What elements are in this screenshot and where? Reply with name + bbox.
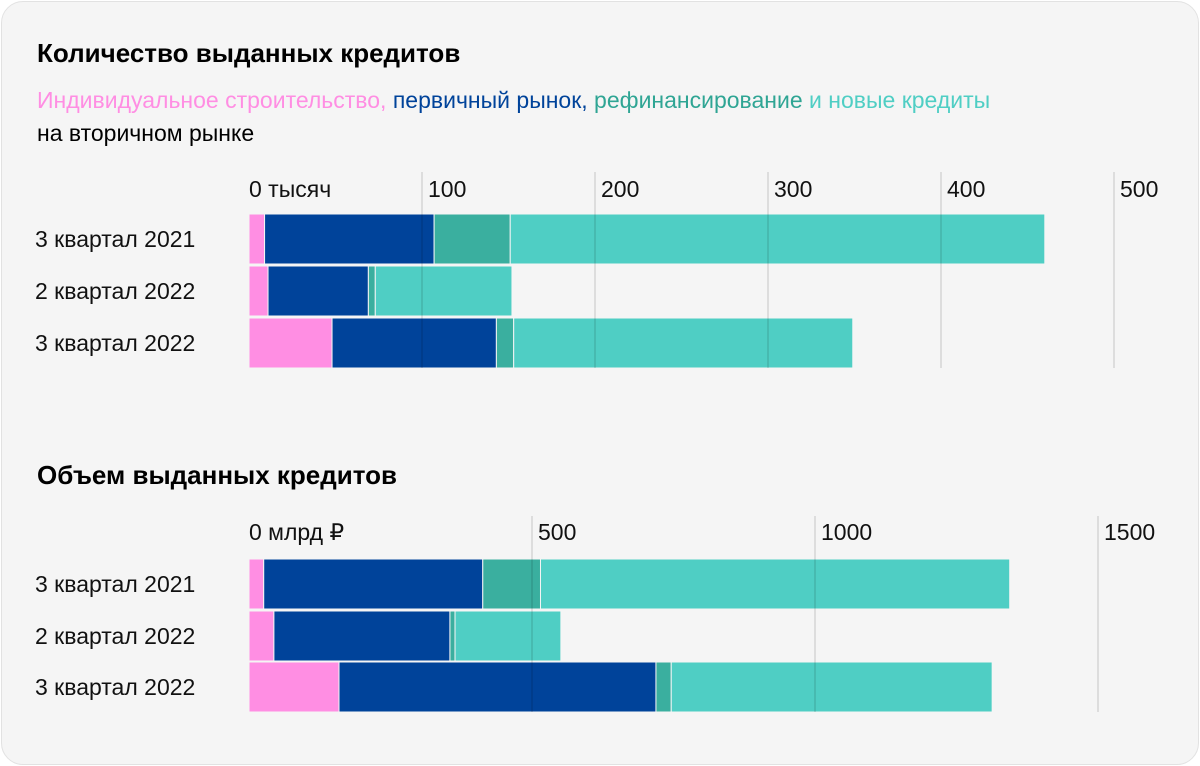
tick-label: 100	[428, 176, 466, 202]
bar-segment	[264, 213, 435, 265]
bar-segment	[248, 213, 266, 265]
category-label: 3 квартал 2022	[35, 674, 195, 700]
chart-title-volume: Объем выданных кредитов	[37, 460, 398, 490]
legend-individual: Индивидуальное строительство,	[37, 87, 387, 113]
bar-segment	[449, 610, 456, 662]
bar-segment	[495, 317, 515, 369]
tick-label: 0 тысяч	[249, 176, 331, 202]
category-label: 2 квартал 2022	[35, 623, 195, 649]
bar-segment	[248, 317, 333, 369]
legend-primary: первичный рынок,	[386, 87, 588, 113]
bar-segment	[338, 661, 657, 713]
category-label: 2 квартал 2022	[35, 278, 195, 304]
tick-label: 0 млрд ₽	[249, 519, 344, 545]
category-label: 3 квартал 2021	[35, 571, 195, 597]
bar-segment	[655, 661, 672, 713]
bar-segment	[263, 558, 484, 610]
bar-segment	[539, 558, 1011, 610]
legend: Индивидуальное строительство, первичный …	[37, 84, 1167, 150]
tick-label: 1500	[1104, 519, 1155, 545]
bar-segment	[509, 213, 1046, 265]
bar-segment	[482, 558, 541, 610]
legend-secondary: и новые кредиты	[802, 87, 991, 113]
legend-refinancing: рефинансирование	[587, 87, 803, 113]
tick-label: 200	[601, 176, 639, 202]
tick-label: 400	[947, 176, 985, 202]
tick-label: 1000	[821, 519, 872, 545]
bar-segment	[454, 610, 562, 662]
bar-segment	[267, 265, 369, 317]
legend-secondary-cont: на вторичном рынке	[37, 120, 255, 146]
bar-segment	[374, 265, 513, 317]
tick-label: 300	[774, 176, 812, 202]
bar-segment	[367, 265, 376, 317]
bar-segment	[433, 213, 511, 265]
bar-segment	[513, 317, 854, 369]
bar-segment	[248, 558, 265, 610]
category-label: 3 квартал 2022	[35, 330, 195, 356]
tick-label: 500	[1120, 176, 1158, 202]
bar-segment	[273, 610, 451, 662]
bar-segment	[248, 661, 340, 713]
chart-title-count: Количество выданных кредитов	[37, 38, 461, 68]
bar-segment	[248, 610, 275, 662]
bar-segment	[670, 661, 993, 713]
category-label: 3 квартал 2021	[35, 226, 195, 252]
bar-segment	[248, 265, 269, 317]
tick-label: 500	[538, 519, 576, 545]
bar-segment	[331, 317, 497, 369]
